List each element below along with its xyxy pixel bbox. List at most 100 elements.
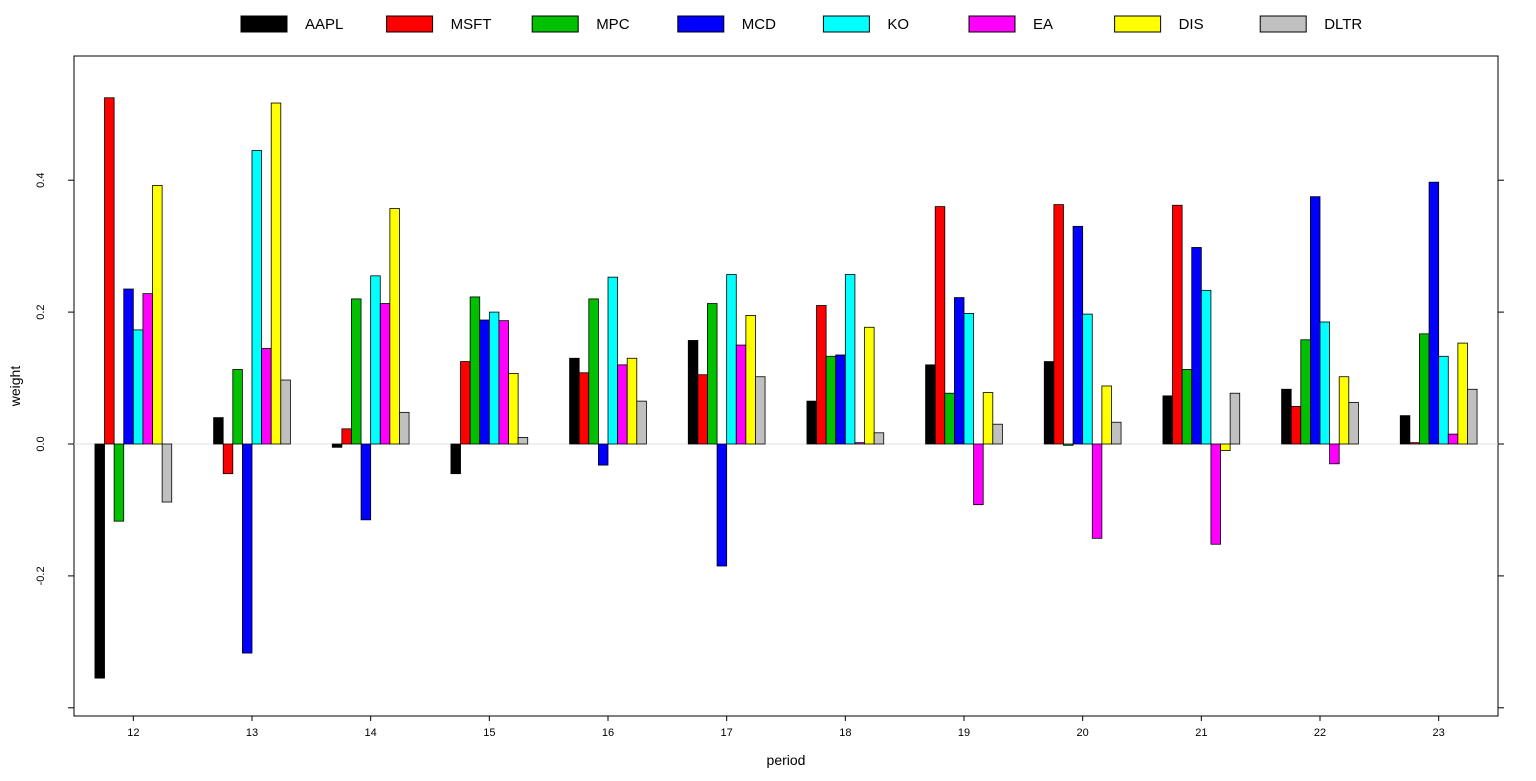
x-tick-label: 15 [483, 727, 495, 739]
bar-aapl-period-21 [1162, 395, 1173, 445]
bar-ko-period-19 [963, 313, 975, 445]
bar-msft-period-13 [222, 443, 234, 475]
bar-dltr-period-19 [992, 423, 1003, 445]
bar-mcd-period-12 [123, 288, 134, 445]
bar-dltr-period-13 [280, 379, 291, 445]
x-tick-label: 19 [958, 727, 970, 739]
bar-ea-period-22 [1329, 443, 1340, 465]
x-tick-label: 14 [365, 727, 377, 739]
x-tick-label: 13 [246, 727, 258, 739]
axes-group: 12 13 14 15 16 17 18 19 20 21 22 23 -0.2 0.0 0.2 0.4 [35, 173, 1504, 739]
bar-ko-period-20 [1082, 313, 1093, 445]
bar-dis-period-19 [982, 392, 994, 445]
bar-mpc-period-18 [825, 355, 837, 445]
bar-dis-period-12 [152, 185, 163, 445]
legend-swatch-ko [822, 15, 870, 33]
legend-swatch-mcd [677, 15, 725, 33]
bar-ko-period-16 [607, 276, 619, 445]
bar-dltr-period-21 [1229, 392, 1241, 445]
bar-msft-period-17 [697, 374, 708, 445]
bar-mpc-period-14 [351, 298, 362, 445]
bar-aapl-period-22 [1281, 388, 1292, 445]
bar-mpc-period-20 [1063, 443, 1074, 446]
bar-ea-period-13 [261, 347, 272, 445]
bar-dltr-period-16 [636, 400, 647, 445]
bar-aapl-period-18 [806, 400, 817, 445]
legend-label-aapl: AAPL [305, 16, 343, 33]
bar-ea-period-17 [735, 344, 747, 445]
y-tick-label: -0.2 [35, 566, 47, 585]
bar-mpc-period-15 [469, 296, 481, 445]
bar-dltr-period-22 [1348, 402, 1359, 445]
bar-aapl-period-17 [687, 340, 699, 445]
bar-msft-period-18 [816, 305, 827, 445]
bar-mcd-period-22 [1310, 196, 1321, 445]
bar-mpc-period-19 [944, 392, 955, 445]
legend-label-msft: MSFT [451, 16, 492, 33]
bar-ea-period-20 [1091, 443, 1103, 539]
bar-ea-period-21 [1210, 443, 1221, 545]
x-tick-label: 22 [1314, 727, 1326, 739]
legend-label-mpc: MPC [596, 16, 630, 33]
bar-mcd-period-16 [598, 443, 609, 466]
bar-aapl-period-19 [925, 364, 936, 445]
bar-dis-period-15 [508, 373, 519, 445]
legend-label-dltr: DLTR [1324, 16, 1362, 33]
bar-ea-period-19 [973, 443, 984, 506]
x-tick-label: 17 [721, 727, 733, 739]
bar-dltr-period-15 [517, 436, 529, 445]
bar-msft-period-12 [104, 97, 115, 445]
x-axis-title: period [767, 752, 806, 768]
bar-dltr-period-20 [1111, 421, 1122, 445]
bar-mpc-period-13 [232, 369, 243, 445]
bar-mpc-period-21 [1181, 369, 1193, 445]
x-tick-label: 23 [1433, 727, 1445, 739]
bar-dis-period-21 [1220, 443, 1231, 451]
x-tick-label: 20 [1077, 727, 1089, 739]
bar-mpc-period-12 [113, 443, 125, 522]
bar-msft-period-15 [460, 361, 471, 445]
legend: AAPL MSFT MPC MCD KO EA DIS DLTR [240, 15, 1362, 33]
bar-ko-period-17 [726, 274, 737, 445]
bar-mcd-period-20 [1072, 225, 1084, 445]
bar-mcd-period-18 [835, 354, 846, 445]
bar-ko-period-14 [370, 275, 381, 445]
bar-dis-period-17 [745, 314, 756, 445]
bar-aapl-period-23 [1399, 415, 1411, 445]
legend-swatch-ea [968, 15, 1016, 33]
y-tick-label: 0.2 [35, 304, 47, 319]
bar-dis-period-18 [864, 326, 875, 445]
bar-msft-period-23 [1409, 442, 1420, 445]
bar-ea-period-15 [498, 320, 509, 445]
bar-ea-period-12 [142, 293, 153, 445]
legend-label-ko: KO [887, 16, 909, 33]
bar-ea-period-23 [1447, 433, 1459, 445]
bar-ko-period-21 [1200, 289, 1212, 445]
bar-dltr-period-18 [873, 432, 885, 445]
bar-mcd-period-17 [716, 443, 728, 567]
bar-dltr-period-23 [1467, 388, 1478, 445]
bar-dis-period-23 [1457, 342, 1468, 445]
y-axis-title: weight [7, 366, 23, 408]
x-tick-label: 21 [1195, 727, 1207, 739]
y-tick-label: 0.0 [35, 436, 47, 451]
bar-dltr-period-14 [399, 411, 410, 445]
bar-mcd-period-21 [1191, 247, 1202, 445]
bar-ko-period-12 [132, 329, 144, 445]
bar-msft-period-16 [578, 372, 590, 445]
bar-mcd-period-13 [241, 443, 253, 654]
bar-mcd-period-15 [479, 319, 490, 445]
bar-msft-period-14 [341, 428, 352, 445]
bar-ko-period-22 [1319, 321, 1331, 445]
bar-dis-period-13 [270, 102, 282, 445]
bar-mpc-period-16 [588, 298, 599, 445]
bar-msft-period-19 [934, 206, 946, 445]
bar-ea-period-14 [379, 303, 391, 445]
legend-swatch-mpc [531, 15, 579, 33]
bar-ko-period-13 [251, 150, 263, 445]
bars-group [94, 97, 1478, 679]
bar-aapl-period-14 [331, 443, 343, 448]
legend-swatch-aapl [240, 15, 288, 33]
bar-aapl-period-12 [94, 443, 105, 679]
